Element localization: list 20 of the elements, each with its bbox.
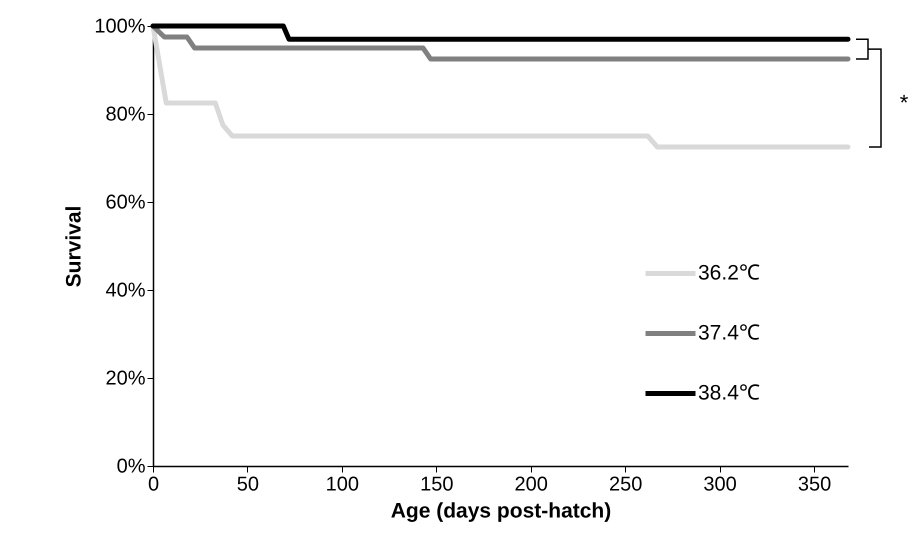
x-tick-label: 50 (236, 474, 260, 496)
legend-label: 37.4℃ (698, 322, 760, 344)
y-tick-label: 20% (105, 368, 146, 390)
x-tick-label: 200 (514, 474, 548, 496)
y-tick-label: 80% (105, 104, 146, 126)
y-tick-label: 0% (116, 456, 146, 478)
text: * (900, 90, 909, 116)
y-tick-label: 100% (94, 16, 146, 38)
x-axis-title: Age (days post-hatch) (390, 500, 612, 522)
x-tick-label: 150 (420, 474, 454, 496)
x-tick-label: 100 (326, 474, 360, 496)
y-tick-label: 40% (105, 280, 146, 302)
x-tick-label: 0 (148, 474, 160, 496)
legend-label: 36.2℃ (698, 262, 760, 284)
y-tick-label: 60% (105, 192, 146, 214)
legend-label: 38.4℃ (698, 382, 760, 404)
x-tick-label: 300 (703, 474, 737, 496)
y-axis-title: Survival (62, 206, 86, 288)
x-tick-label: 350 (798, 474, 832, 496)
x-tick-label: 250 (608, 474, 642, 496)
